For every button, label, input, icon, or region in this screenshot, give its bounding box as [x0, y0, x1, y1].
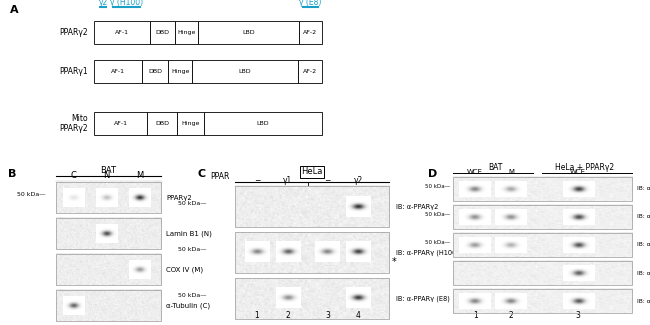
Bar	[299, 21, 322, 44]
Bar	[150, 21, 175, 44]
Text: γ (H100): γ (H100)	[111, 0, 143, 7]
Bar	[452, 233, 632, 257]
Text: IB: α-PPARγ (E8): IB: α-PPARγ (E8)	[396, 295, 450, 302]
Text: B: B	[8, 169, 17, 179]
Text: WCE: WCE	[467, 169, 483, 175]
Text: 4: 4	[356, 311, 361, 320]
Bar	[203, 112, 322, 135]
Bar	[198, 21, 299, 44]
Bar	[56, 290, 161, 321]
Text: Hinge: Hinge	[177, 30, 196, 35]
Text: IB: α-PPARγ2: IB: α-PPARγ2	[396, 204, 439, 210]
Text: A: A	[10, 5, 18, 15]
Text: 50 kDa—: 50 kDa—	[425, 240, 450, 245]
Text: LBD: LBD	[256, 121, 269, 126]
Bar	[175, 21, 198, 44]
Text: AF-1: AF-1	[115, 30, 129, 35]
Text: LBD: LBD	[242, 30, 255, 35]
Text: Lamin B1 (N): Lamin B1 (N)	[166, 230, 212, 237]
Text: 50 kDa—: 50 kDa—	[425, 184, 450, 189]
Text: N: N	[103, 171, 110, 180]
Text: *: *	[392, 257, 396, 267]
Bar	[452, 261, 632, 285]
Text: IB: α-PPARγ (E8): IB: α-PPARγ (E8)	[636, 242, 650, 247]
Text: C: C	[70, 171, 76, 180]
Text: HeLa: HeLa	[302, 167, 323, 176]
Bar	[94, 112, 148, 135]
Text: PPARγ2: PPARγ2	[166, 195, 192, 201]
Text: 50 kDa—: 50 kDa—	[177, 293, 206, 298]
Text: Mito
PPARγ2: Mito PPARγ2	[59, 114, 88, 133]
Text: 50 kDa—: 50 kDa—	[425, 212, 450, 217]
Bar	[452, 289, 632, 313]
Bar	[192, 60, 298, 83]
Text: C: C	[197, 169, 205, 179]
Bar	[168, 60, 192, 83]
Text: DBD: DBD	[155, 121, 169, 126]
Text: AF-1: AF-1	[114, 121, 128, 126]
Text: HeLa + PPARγ2: HeLa + PPARγ2	[555, 163, 614, 172]
Text: IB: α-Lamin B1 (N): IB: α-Lamin B1 (N)	[636, 270, 650, 276]
Text: AF-1: AF-1	[111, 69, 125, 74]
Bar	[56, 182, 161, 213]
Bar	[452, 205, 632, 229]
Bar	[235, 186, 389, 227]
Bar	[56, 254, 161, 285]
Text: IB: α-PPARγ (H100): IB: α-PPARγ (H100)	[396, 249, 459, 255]
Text: 50 kDa—: 50 kDa—	[177, 201, 206, 206]
Text: 2: 2	[508, 311, 514, 320]
Bar	[142, 60, 168, 83]
Text: IB: α-HSP60 (M): IB: α-HSP60 (M)	[636, 299, 650, 304]
Text: PPARγ1: PPARγ1	[59, 67, 88, 76]
Text: 3: 3	[576, 311, 580, 320]
Text: 3: 3	[325, 311, 330, 320]
Text: 50 kDa—: 50 kDa—	[177, 247, 206, 252]
Text: Hinge: Hinge	[171, 69, 189, 74]
Bar	[94, 21, 150, 44]
Text: Hinge: Hinge	[181, 121, 200, 126]
Text: γ2: γ2	[354, 176, 363, 185]
Bar	[452, 177, 632, 201]
Bar	[298, 60, 322, 83]
Text: 50 kDa—: 50 kDa—	[17, 192, 45, 197]
Text: LBD: LBD	[239, 69, 252, 74]
Text: M: M	[136, 171, 144, 180]
Text: DBD: DBD	[155, 30, 170, 35]
Text: COX IV (M): COX IV (M)	[166, 266, 203, 273]
Bar	[56, 218, 161, 249]
Text: BAT: BAT	[100, 166, 116, 175]
Text: DBD: DBD	[148, 69, 162, 74]
Text: γ (E8): γ (E8)	[299, 0, 322, 7]
Text: 2: 2	[285, 311, 290, 320]
Bar	[235, 278, 389, 318]
Text: −: −	[324, 176, 331, 185]
Text: PPARγ2: PPARγ2	[59, 28, 88, 37]
Bar	[235, 232, 389, 273]
Text: γ1: γ1	[283, 176, 292, 185]
Text: WCE: WCE	[570, 169, 586, 175]
Text: M: M	[508, 169, 514, 175]
Text: IB: α-PPARγ2: IB: α-PPARγ2	[636, 186, 650, 191]
Text: AF-2: AF-2	[303, 69, 317, 74]
Bar	[148, 112, 177, 135]
Text: D: D	[428, 169, 437, 179]
Text: AF-2: AF-2	[304, 30, 317, 35]
Text: 1: 1	[473, 311, 478, 320]
Text: BAT: BAT	[488, 163, 502, 172]
Text: PPAR: PPAR	[211, 172, 230, 181]
Text: −: −	[254, 176, 260, 185]
Bar	[94, 60, 142, 83]
Text: IB: α-PPARγ (H100): IB: α-PPARγ (H100)	[636, 214, 650, 219]
Text: 1: 1	[255, 311, 259, 320]
Text: α-Tubulin (C): α-Tubulin (C)	[166, 302, 211, 309]
Text: γ2: γ2	[99, 0, 108, 7]
Bar	[177, 112, 203, 135]
